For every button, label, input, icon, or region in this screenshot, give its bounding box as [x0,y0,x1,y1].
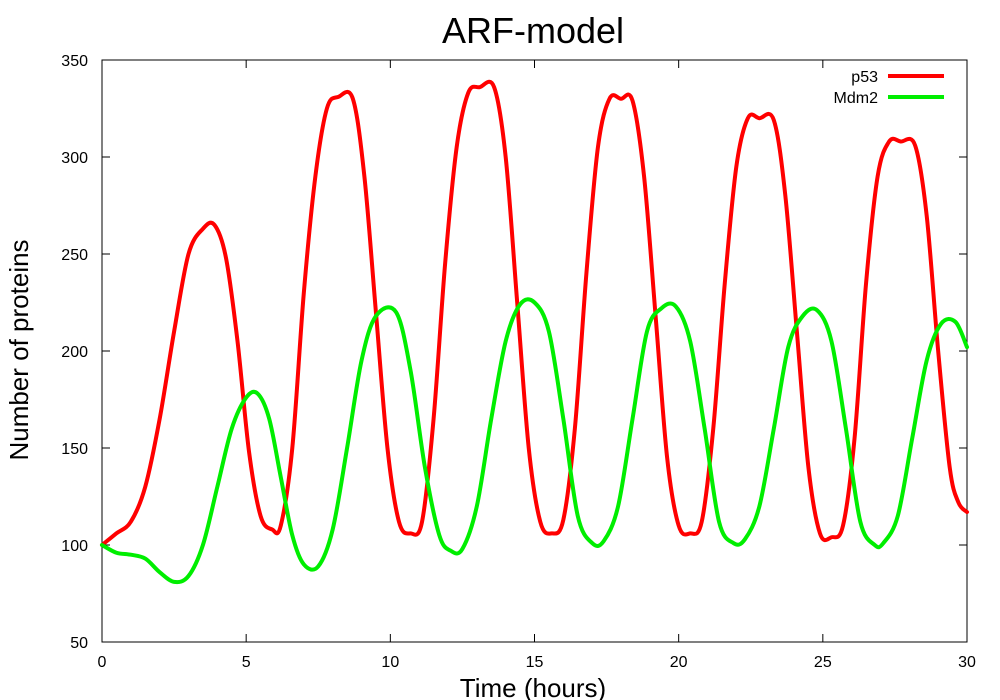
x-tick-label: 25 [814,654,832,671]
axis-ticks [101,59,968,643]
x-tick-label: 5 [242,654,251,671]
x-tick-label: 0 [98,654,107,671]
chart-title: ARF-model [442,10,624,51]
axis-tick-labels: 0 5 10 15 20 25 30 50 100 150 200 250 300 350 [61,53,976,671]
series-lines [100,79,969,585]
legend-label-mdm2: Mdm2 [834,90,879,107]
y-tick-label: 250 [61,247,88,264]
x-tick-label: 20 [670,654,688,671]
legend-label-p53: p53 [851,69,878,86]
series-line-p53 [100,79,969,547]
x-tick-label: 15 [526,654,544,671]
y-tick-label: 150 [61,441,88,458]
y-axis-label: Number of proteins [4,239,34,460]
x-tick-label: 30 [958,654,976,671]
legend: p53 Mdm2 [834,69,944,107]
y-tick-label: 100 [61,538,88,555]
y-tick-label: 50 [70,635,88,652]
y-tick-label: 300 [61,150,88,167]
x-axis-label: Time (hours) [460,673,606,700]
x-tick-label: 10 [381,654,399,671]
y-tick-label: 350 [61,53,88,70]
series-line-mdm2 [100,297,969,585]
plot-area: 0 5 10 15 20 25 30 50 100 150 200 250 300 350 [61,53,976,671]
y-tick-label: 200 [61,344,88,361]
